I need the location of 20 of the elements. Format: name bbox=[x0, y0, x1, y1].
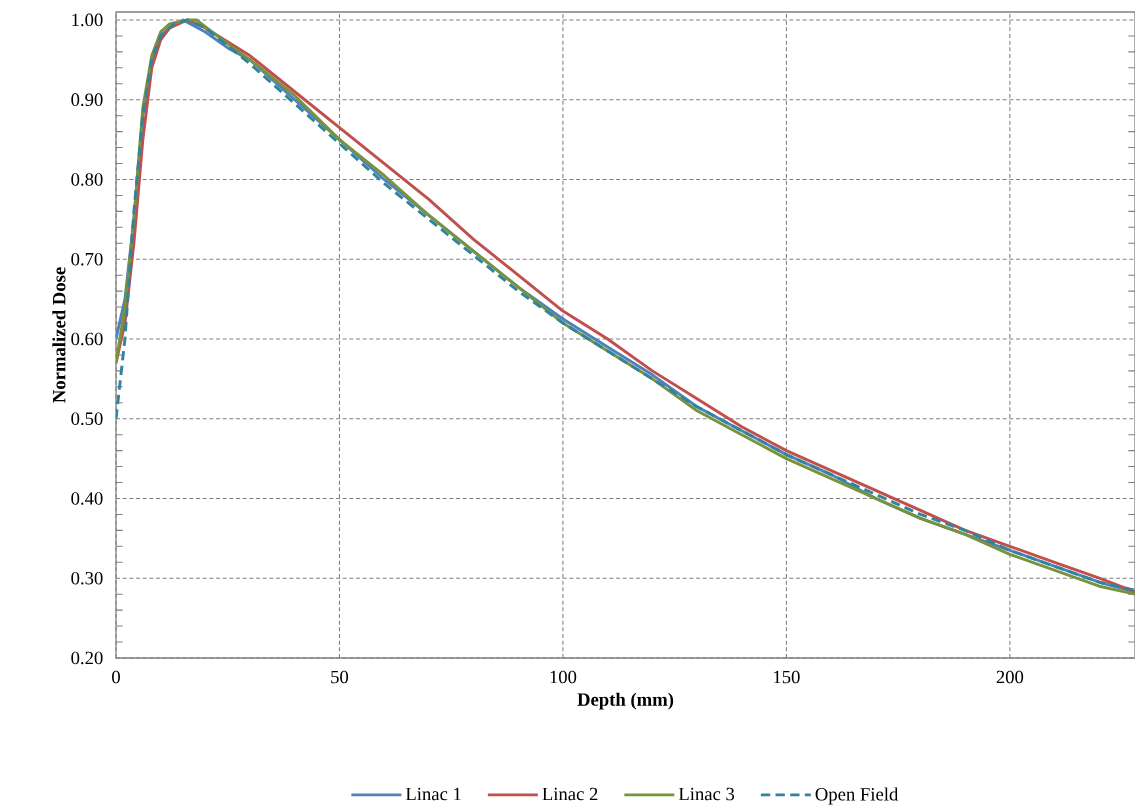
y-tick-label: 0.40 bbox=[71, 492, 103, 505]
x-tick-label: 0 bbox=[112, 670, 120, 684]
y-tick-label: 0.90 bbox=[71, 93, 103, 107]
legend-label: Linac 1 bbox=[405, 787, 461, 801]
y-tick-label: 0.60 bbox=[71, 332, 103, 346]
y-tick-label: 0.30 bbox=[71, 571, 103, 585]
y-tick-label: 1.00 bbox=[72, 13, 103, 27]
y-tick-label: 0.20 bbox=[71, 651, 103, 665]
legend-label: Open Field bbox=[815, 787, 899, 805]
x-tick-label: 100 bbox=[550, 670, 577, 684]
x-tick-label: 200 bbox=[996, 670, 1024, 684]
y-tick-label: 0.80 bbox=[71, 173, 103, 186]
y-tick-label: 0.50 bbox=[71, 412, 103, 426]
x-axis-title: Depth (mm) bbox=[577, 692, 674, 710]
x-tick-label: 150 bbox=[774, 670, 800, 684]
legend-label: Linac 3 bbox=[678, 787, 735, 801]
y-axis-title: Normalized Dose bbox=[52, 267, 66, 403]
y-tick-label: 0.70 bbox=[71, 252, 103, 266]
legend-label: Linac 2 bbox=[542, 787, 598, 801]
x-tick-label: 50 bbox=[331, 670, 349, 684]
